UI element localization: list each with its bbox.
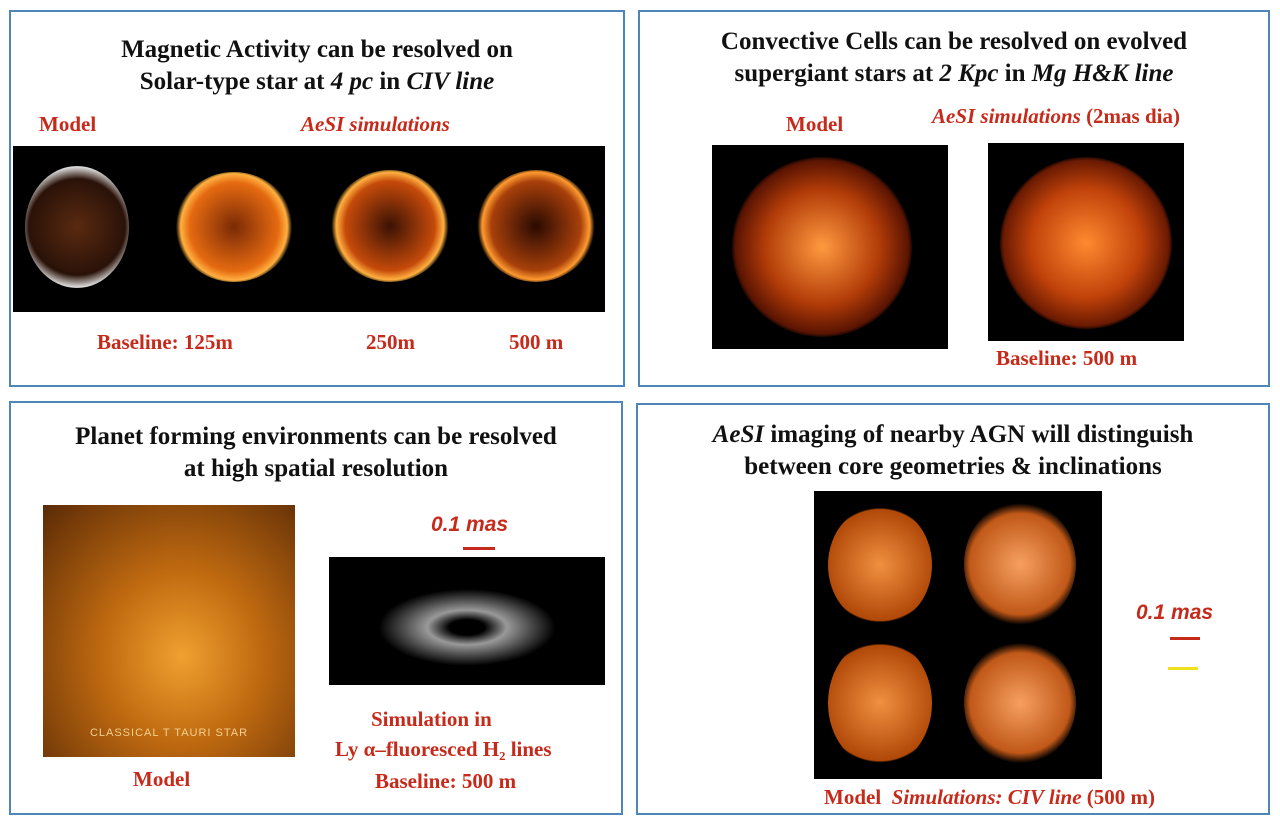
star-image xyxy=(331,170,449,282)
panel: AeSI imaging of nearby AGN will distingu… xyxy=(636,403,1270,815)
scale-bar xyxy=(1168,667,1198,670)
scale-bar xyxy=(1170,637,1200,640)
title-part: Solar-type star at xyxy=(139,68,331,95)
image xyxy=(988,143,1184,341)
image xyxy=(712,145,948,349)
panel: Magnetic Activity can be resolved on Sol… xyxy=(9,10,625,387)
title-part: supergiant stars at xyxy=(734,60,940,87)
title-line: AeSI imaging of nearby AGN will distingu… xyxy=(638,419,1268,451)
label: Baseline: 500 m xyxy=(375,769,517,793)
label: AeSI simulations xyxy=(301,112,450,136)
panel: Planet forming environments can be resol… xyxy=(9,401,623,815)
title-part: CIV line xyxy=(406,68,495,95)
label-part: AeSI simulations xyxy=(932,104,1081,128)
title-line: Magnetic Activity can be resolved on xyxy=(121,36,513,63)
agn-image xyxy=(828,639,932,767)
label: Simulation in xyxy=(371,707,492,731)
label: 500 m xyxy=(509,330,564,354)
label-part: Model xyxy=(824,785,882,809)
label-part: (2mas dia) xyxy=(1080,104,1180,128)
title-part: 4 pc xyxy=(330,68,374,95)
title-line: at high spatial resolution xyxy=(183,455,449,482)
star-image xyxy=(477,170,595,282)
panel-title: Convective Cells can be resolved on evol… xyxy=(640,26,1268,90)
agn-image xyxy=(828,505,932,625)
title-line: Solar-type star at 4 pc in CIV line xyxy=(11,66,623,98)
label: Model xyxy=(133,767,191,791)
star-image xyxy=(732,157,912,337)
label-part: Simulations: xyxy=(891,785,1008,809)
label-part: CIV line xyxy=(1007,785,1082,809)
title-part: AeSI xyxy=(712,421,765,448)
title-line: Convective Cells can be resolved on evol… xyxy=(720,28,1188,55)
title-line: between core geometries & inclinations xyxy=(744,453,1162,480)
label: Model xyxy=(39,112,97,136)
label: Baseline: 500 m xyxy=(996,346,1138,370)
image xyxy=(13,146,605,312)
scale-label: 0.1 mas xyxy=(1136,601,1214,624)
title-line: supergiant stars at 2 Kpc in Mg H&K line xyxy=(640,58,1268,90)
agn-image xyxy=(964,641,1076,765)
title-part: in xyxy=(998,60,1032,87)
title-part: 2 Kpc xyxy=(939,60,999,87)
title-part: imaging of nearby AGN will distinguish xyxy=(764,421,1194,448)
label: 250m xyxy=(366,330,415,354)
label: Model xyxy=(786,112,844,136)
star-image xyxy=(25,166,129,288)
label: Ly α–fluoresced H₂ lines xyxy=(335,737,552,761)
label: AeSI simulations (2mas dia) xyxy=(932,104,1180,129)
image: CLASSICAL T TAURI STAR xyxy=(43,505,295,757)
scale-bar xyxy=(463,547,495,550)
agn-image xyxy=(964,501,1076,627)
title-part: in xyxy=(373,68,407,95)
star-image xyxy=(1000,157,1172,329)
label-part: (500 m) xyxy=(1081,785,1156,809)
panel: Convective Cells can be resolved on evol… xyxy=(638,10,1270,387)
image-caption: CLASSICAL T TAURI STAR xyxy=(89,727,249,739)
star-image xyxy=(175,172,293,282)
panel-title: Planet forming environments can be resol… xyxy=(11,421,621,485)
panel-title: AeSI imaging of nearby AGN will distingu… xyxy=(638,419,1268,483)
panel-title: Magnetic Activity can be resolved on Sol… xyxy=(11,34,623,98)
scale-label: 0.1 mas xyxy=(431,513,509,536)
label: Model Simulations: CIV line (500 m) xyxy=(824,785,1155,810)
image xyxy=(814,491,1102,779)
image xyxy=(329,557,605,685)
label: Baseline: 125m xyxy=(97,330,233,354)
title-part: Mg H&K line xyxy=(1031,60,1174,87)
title-line: Planet forming environments can be resol… xyxy=(75,423,557,450)
